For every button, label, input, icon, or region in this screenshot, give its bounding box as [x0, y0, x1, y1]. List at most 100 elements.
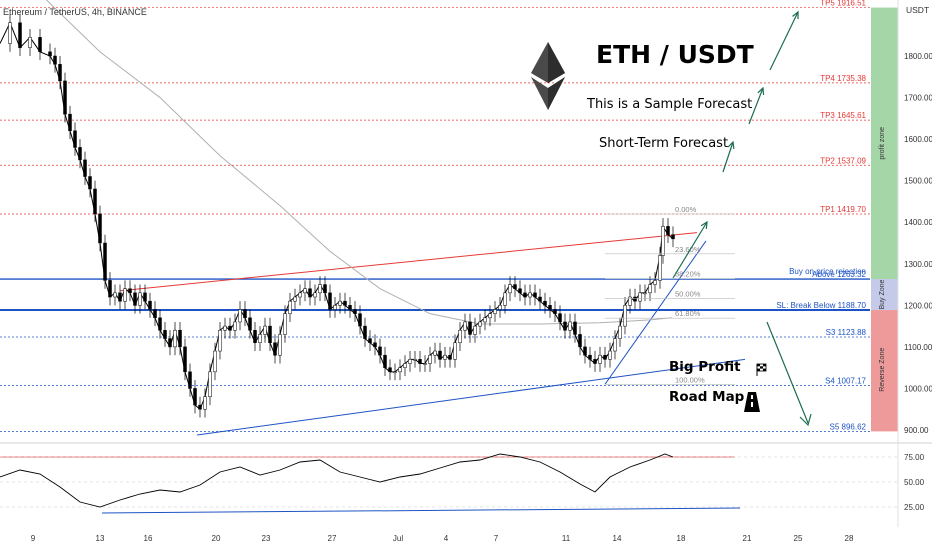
price-tick-label: 1800.00 [904, 52, 932, 61]
arrow-head [792, 10, 799, 20]
candle-body [648, 284, 652, 294]
candle-body [253, 330, 257, 343]
candle-body [268, 325, 272, 343]
rsi-line [0, 453, 674, 508]
candle-body [568, 321, 572, 331]
candle-body [558, 313, 562, 323]
candle-body [218, 330, 222, 352]
candle-body [373, 342, 377, 348]
fib-label: 0.00% [675, 205, 697, 214]
forecast-arrows [672, 10, 812, 427]
candle-body [143, 292, 147, 302]
candle-body [613, 338, 617, 352]
profit-zone-label: profit zone [879, 127, 886, 160]
candle-body [463, 321, 467, 331]
candle-body [173, 330, 177, 348]
candle-body [308, 288, 312, 298]
candle-body [38, 37, 42, 53]
candle-body [133, 292, 137, 306]
candle-body [78, 147, 82, 161]
arrow-head [757, 86, 765, 96]
road-icon [744, 392, 760, 412]
candle-body [563, 321, 567, 331]
candle-body [573, 321, 577, 335]
time-tick-label: 11 [562, 534, 571, 543]
candle-body [18, 22, 22, 48]
candle-body [548, 305, 552, 310]
candle-body [448, 354, 452, 360]
candle-body [158, 317, 162, 331]
time-tick-label: 25 [794, 534, 803, 543]
candle-body [238, 309, 242, 323]
candle-body [388, 367, 392, 373]
price-tick-label: 1500.00 [904, 177, 932, 186]
price-tick-label: 1400.00 [904, 218, 932, 227]
candle-body [408, 359, 412, 364]
candle-body [343, 300, 347, 306]
candle-body [523, 292, 527, 298]
moving-average-line [45, 0, 673, 325]
candle-body [88, 176, 92, 190]
level-label: S4 1007.17 [825, 376, 866, 385]
candle-body [113, 292, 117, 298]
candle-body [403, 363, 407, 368]
time-tick-label: 9 [31, 534, 36, 543]
level-label: TP1 1419.70 [820, 205, 866, 214]
candle-body [598, 354, 602, 364]
candle-body [643, 292, 647, 295]
candle-body [203, 396, 207, 410]
eth-logo-icon [531, 42, 565, 110]
level-label: SL: Break Below 1188.70 [776, 301, 866, 310]
reversal-arrow [766, 321, 809, 424]
candle-body [358, 313, 362, 327]
candle-body [163, 330, 167, 339]
forecast-arrow [769, 11, 799, 71]
time-tick-label: Jul [393, 534, 403, 543]
candle-body [198, 404, 202, 410]
candle-body [543, 300, 547, 306]
candle-body [223, 325, 227, 331]
buy-zone [871, 279, 898, 311]
candle-body [338, 300, 342, 306]
candle-body [623, 305, 627, 327]
reverse-zone [871, 310, 898, 432]
candle-body [28, 37, 32, 48]
candle-body [248, 317, 252, 331]
candle-body [658, 255, 662, 281]
candle-body [8, 22, 12, 44]
candle-body [488, 313, 492, 319]
time-tick-label: 16 [144, 534, 153, 543]
candle-body [638, 292, 642, 302]
time-tick-label: 13 [96, 534, 105, 543]
price-tick-label: 900.00 [904, 426, 929, 435]
arrow-head [700, 220, 708, 230]
price-tick-label: 1200.00 [904, 301, 932, 310]
candle-body [593, 359, 597, 364]
candle-body [618, 325, 622, 339]
candle-body [228, 325, 232, 331]
candle-body [328, 292, 332, 310]
candle-body [93, 188, 97, 215]
time-tick-label: 20 [212, 534, 221, 543]
candle-body [323, 284, 327, 294]
fib-label: 38.20% [675, 270, 701, 279]
price-tick-label: 1100.00 [904, 343, 932, 352]
candle-body [263, 325, 267, 335]
candle-body [273, 342, 277, 356]
candle-body [318, 284, 322, 294]
candle-body [666, 226, 670, 235]
candle-body [288, 300, 292, 314]
level-label: Above 1263.32 [812, 270, 866, 279]
candle-body [353, 309, 357, 314]
rsi-tick-label: 50.00 [904, 478, 925, 487]
price-tick-label: 1300.00 [904, 260, 932, 269]
candle-body [283, 313, 287, 335]
candle-body [103, 242, 107, 281]
candle-body [378, 346, 382, 356]
candle-body [148, 300, 152, 310]
candle-body [128, 288, 132, 294]
candle-body [588, 354, 592, 360]
symbol-header: Ethereum / TetherUS, 4h, BINANCE [3, 7, 147, 17]
candle-body [58, 64, 62, 82]
